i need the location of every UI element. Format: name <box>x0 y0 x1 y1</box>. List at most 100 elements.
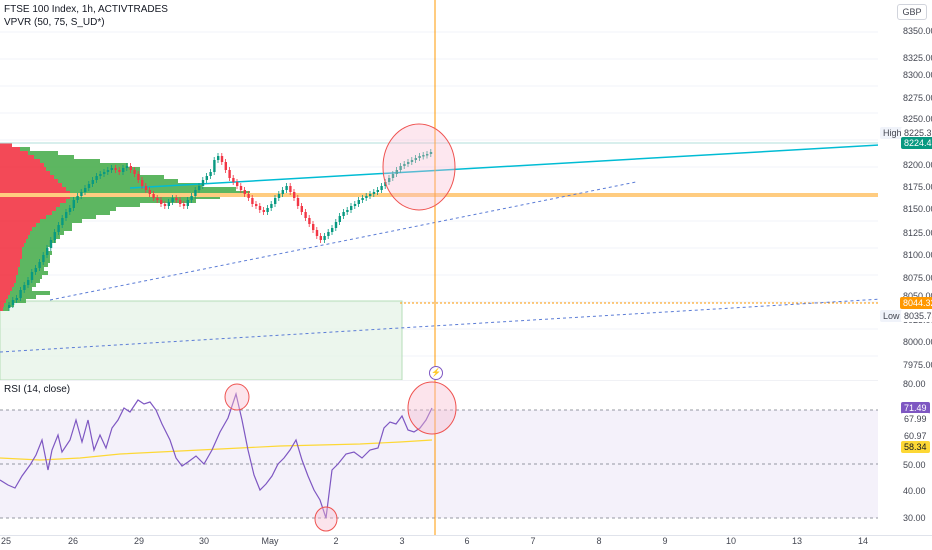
time-axis-border <box>0 535 932 536</box>
time-axis-label: 26 <box>67 536 79 546</box>
candle-body <box>429 152 433 154</box>
candle-body <box>323 236 326 240</box>
candle-body <box>388 178 391 182</box>
candle-body <box>194 190 197 196</box>
candle-body <box>11 300 15 305</box>
trendline-dashed-upper <box>49 181 637 301</box>
candles <box>8 149 433 311</box>
rsi-value-tag: 71.49 <box>901 402 930 414</box>
candle-body <box>160 200 163 204</box>
time-axis-label: 6 <box>464 536 470 546</box>
candle-body <box>141 180 144 186</box>
candle-body <box>426 154 429 156</box>
candle-body <box>315 230 319 236</box>
price-tick-label: 8150.00 <box>903 204 932 214</box>
candle-body <box>247 194 250 198</box>
candle-body <box>84 188 87 192</box>
rsi-tick-label: 50.00 <box>903 460 926 470</box>
candle-body <box>76 196 79 200</box>
price-tick-label: 8275.00 <box>903 93 932 103</box>
candle-body <box>327 232 330 236</box>
candle-body <box>182 204 186 206</box>
highlight-circle-price <box>382 123 456 211</box>
price-tick-label: 8050.00 <box>903 291 932 301</box>
candle-body <box>281 190 284 194</box>
candle-body <box>87 184 91 188</box>
candle-body <box>152 194 155 198</box>
candle-body <box>414 158 417 160</box>
candle-body <box>418 156 421 158</box>
candle-body <box>46 248 49 255</box>
candle-body <box>68 208 72 212</box>
last-price-tag: 8224.41 <box>901 137 932 149</box>
candle-body <box>179 200 182 204</box>
candle-body <box>80 192 83 196</box>
vpvr-indicator-label[interactable]: VPVR (50, 75, S_UD*) <box>4 17 105 28</box>
candle-body <box>163 204 167 206</box>
candle-body <box>125 166 129 168</box>
rsi-tick-label: 40.00 <box>903 486 926 496</box>
candle-body <box>319 236 322 240</box>
candle-body <box>201 180 205 186</box>
candle-body <box>19 290 22 298</box>
candle-body <box>334 222 338 228</box>
volume-profile <box>0 143 250 311</box>
candle-body <box>61 218 64 225</box>
candle-body <box>213 160 216 172</box>
candle-body <box>422 155 425 157</box>
price-tick-label: 8200.00 <box>903 160 932 170</box>
candle-body <box>239 186 243 190</box>
price-tick-label: 8000.00 <box>903 337 932 347</box>
candle-body <box>205 176 208 180</box>
candle-body <box>49 240 53 248</box>
candle-body <box>236 182 239 186</box>
candle-body <box>38 262 41 268</box>
candle-body <box>106 170 110 172</box>
rsi-line <box>0 391 433 519</box>
candle-body <box>144 186 148 190</box>
price-pane[interactable]: 8350.00 8325.00 8300.00 8275.00 8250.00 8200.… <box>0 0 932 380</box>
candle-body <box>391 174 395 178</box>
price-tick-label: 8100.00 <box>903 250 932 260</box>
rsi-mid-value: 60.97 <box>901 430 930 442</box>
candle-body <box>403 164 406 166</box>
candle-body <box>190 196 193 200</box>
candle-body <box>156 198 159 200</box>
candle-body <box>308 218 311 224</box>
candle-body <box>95 176 98 180</box>
candle-body <box>99 174 102 176</box>
rsi-tick-label: 80.00 <box>903 380 926 389</box>
candle-body <box>27 280 30 285</box>
price-chart-svg[interactable]: 8350.00 8325.00 8300.00 8275.00 8250.00 8200.… <box>0 0 932 380</box>
price-tick-label: 8250.00 <box>903 114 932 124</box>
candle-body <box>285 186 288 190</box>
candle-body <box>133 170 136 174</box>
currency-button[interactable]: GBP <box>897 4 927 20</box>
highlight-circle-rsi-right <box>407 381 457 435</box>
candle-body <box>289 186 292 192</box>
candle-body <box>342 212 345 216</box>
candle-body <box>148 190 151 194</box>
time-axis-label: 10 <box>725 536 737 546</box>
price-tick-label: 8325.00 <box>903 53 932 63</box>
price-tick-label: 8175.00 <box>903 182 932 192</box>
candle-body <box>57 225 60 232</box>
candle-body <box>186 200 189 206</box>
candle-body <box>15 298 18 300</box>
high-label: High <box>880 127 905 139</box>
candle-body <box>118 170 121 172</box>
lightning-icon[interactable]: ⚡ <box>429 366 443 380</box>
candle-body <box>217 156 220 160</box>
candle-body <box>103 172 106 174</box>
candle-body <box>34 268 37 272</box>
highlight-circle-rsi-top <box>224 383 250 411</box>
candle-body <box>277 194 281 198</box>
candle-body <box>270 204 273 208</box>
candle-body <box>372 192 376 194</box>
candle-body <box>399 166 402 170</box>
candle-body <box>129 166 132 170</box>
rsi-title[interactable]: RSI (14, close) <box>4 384 71 395</box>
candle-body <box>175 198 178 200</box>
